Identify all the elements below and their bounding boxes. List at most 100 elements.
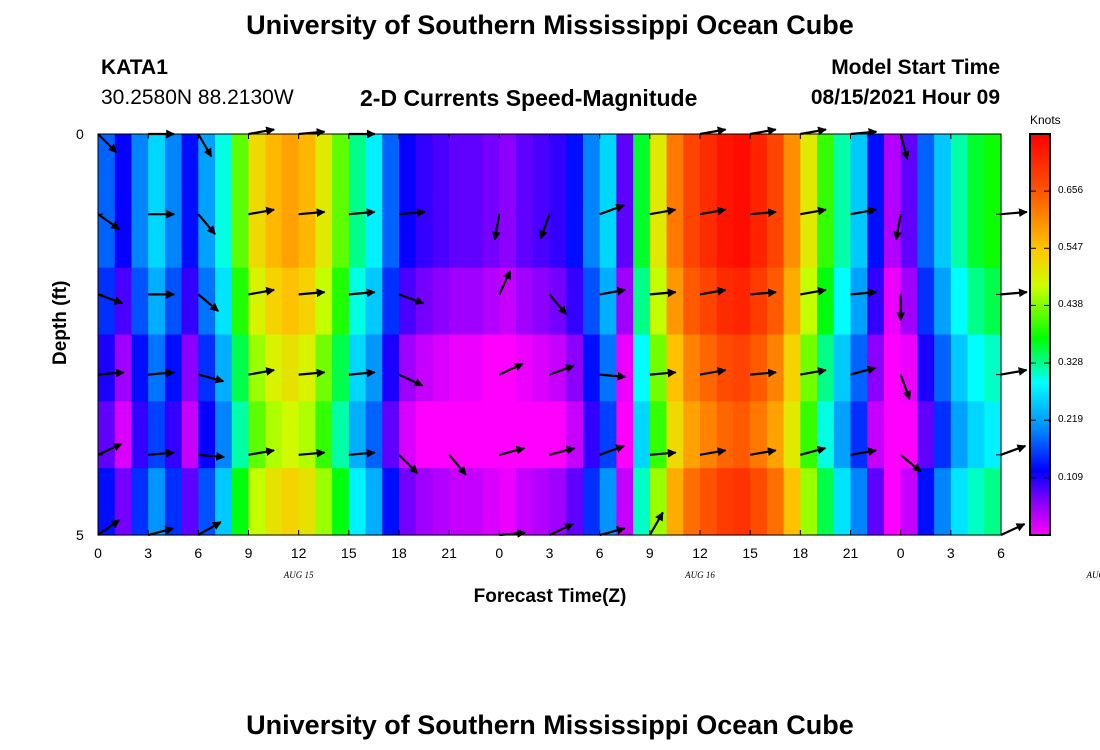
heatmap-cell bbox=[599, 401, 617, 469]
heatmap-cell bbox=[716, 200, 735, 269]
heatmap-cell bbox=[766, 468, 785, 536]
heatmap-cell bbox=[934, 401, 952, 469]
heatmap-cell bbox=[532, 267, 551, 336]
current-arrow bbox=[97, 133, 118, 154]
heatmap-cell bbox=[867, 468, 885, 536]
heatmap-cell bbox=[332, 267, 350, 336]
heatmap-cell bbox=[649, 134, 668, 202]
heatmap-cell bbox=[700, 200, 718, 269]
heatmap-cell bbox=[449, 401, 467, 469]
heatmap-cell bbox=[148, 134, 166, 202]
heatmap-cell bbox=[633, 468, 651, 536]
x-tick-label: 0 bbox=[896, 545, 905, 561]
heatmap-cell bbox=[633, 267, 651, 336]
heatmap-cell bbox=[131, 401, 149, 469]
heatmap-cell bbox=[883, 200, 902, 269]
heatmap-cell bbox=[616, 334, 634, 402]
heatmap-cell bbox=[867, 134, 885, 202]
heatmap-cell bbox=[148, 401, 166, 469]
heatmap-cell bbox=[700, 468, 718, 536]
heatmap-cell bbox=[549, 468, 567, 536]
heatmap-cell bbox=[833, 200, 852, 269]
current-arrow bbox=[298, 448, 326, 458]
current-arrow bbox=[800, 445, 827, 456]
current-arrows bbox=[97, 126, 1028, 538]
heatmap-cell bbox=[649, 334, 668, 402]
heatmap-cell bbox=[817, 401, 835, 469]
heatmap-cell bbox=[917, 468, 935, 536]
heatmap-cell bbox=[265, 334, 283, 402]
heatmap-cell bbox=[716, 134, 735, 202]
current-arrow bbox=[1000, 208, 1028, 218]
current-arrow bbox=[298, 288, 326, 298]
current-arrow bbox=[491, 214, 501, 241]
heatmap-cell bbox=[181, 267, 199, 336]
heatmap-cell bbox=[934, 267, 952, 336]
current-arrow bbox=[97, 213, 121, 231]
heatmap-cell bbox=[900, 334, 918, 402]
station-coords: 30.2580N 88.2130W bbox=[101, 86, 294, 109]
current-arrow bbox=[398, 208, 426, 218]
heatmap-cell bbox=[215, 468, 233, 536]
heatmap-cell bbox=[499, 134, 517, 202]
heatmap-cell bbox=[482, 401, 500, 469]
x-tick-label: 21 bbox=[441, 545, 457, 561]
heatmap-cell bbox=[666, 468, 684, 536]
heatmap-cell bbox=[415, 334, 434, 402]
current-arrow bbox=[298, 208, 326, 218]
heatmap-cell bbox=[733, 334, 751, 402]
current-arrow bbox=[97, 519, 121, 536]
heatmap-cell bbox=[850, 267, 868, 336]
current-arrow bbox=[348, 368, 376, 378]
heatmap-cell bbox=[783, 468, 801, 536]
heatmap-cell bbox=[649, 200, 668, 269]
current-arrow bbox=[850, 288, 878, 298]
heatmap-cells bbox=[98, 134, 1002, 536]
heatmap-cell bbox=[382, 334, 400, 402]
heatmap-cell bbox=[98, 200, 116, 269]
heatmap-cell bbox=[516, 200, 534, 269]
heatmap-cell bbox=[733, 134, 751, 202]
current-arrow bbox=[800, 367, 827, 376]
current-arrow bbox=[197, 133, 213, 158]
heatmap-cell bbox=[649, 267, 668, 336]
current-arrow bbox=[248, 286, 275, 296]
x-tick-label: 12 bbox=[692, 545, 708, 561]
heatmap-cell bbox=[950, 468, 969, 536]
current-arrow bbox=[248, 206, 275, 216]
current-arrow bbox=[548, 293, 568, 316]
heatmap-cell bbox=[499, 468, 517, 536]
heatmap-cell bbox=[315, 267, 333, 336]
heatmap-cell bbox=[549, 334, 567, 402]
heatmap-cell bbox=[582, 334, 601, 402]
heatmap-cell bbox=[950, 200, 969, 269]
heatmap-cell bbox=[917, 134, 935, 202]
current-arrow bbox=[750, 288, 777, 298]
heatmap-cell bbox=[666, 134, 684, 202]
heatmap-cell bbox=[566, 468, 584, 536]
heatmap-cell bbox=[800, 334, 818, 402]
heatmap-cell bbox=[248, 468, 266, 536]
x-tick-label: 15 bbox=[742, 545, 758, 561]
heatmap-cell bbox=[148, 267, 166, 336]
heatmap-cell bbox=[967, 401, 985, 469]
heatmap-cell bbox=[382, 468, 400, 536]
heatmap-cell bbox=[967, 134, 985, 202]
x-tick-label: 6 bbox=[194, 545, 203, 561]
heatmap-cell bbox=[666, 401, 684, 469]
heatmap-cell bbox=[833, 134, 852, 202]
heatmap-cell bbox=[399, 401, 417, 469]
current-arrow bbox=[800, 206, 827, 216]
x-tick-label: 18 bbox=[792, 545, 809, 561]
current-arrow bbox=[749, 126, 777, 136]
heatmap-cell bbox=[332, 334, 350, 402]
heatmap-cell bbox=[917, 334, 935, 402]
current-arrow bbox=[699, 206, 727, 216]
heatmap-cell bbox=[98, 401, 116, 469]
heatmap-cell bbox=[516, 334, 534, 402]
heatmap-cell bbox=[365, 401, 383, 469]
heatmap-cell bbox=[516, 134, 534, 202]
heatmap-cell bbox=[482, 468, 500, 536]
heatmap-cell bbox=[984, 200, 1002, 269]
